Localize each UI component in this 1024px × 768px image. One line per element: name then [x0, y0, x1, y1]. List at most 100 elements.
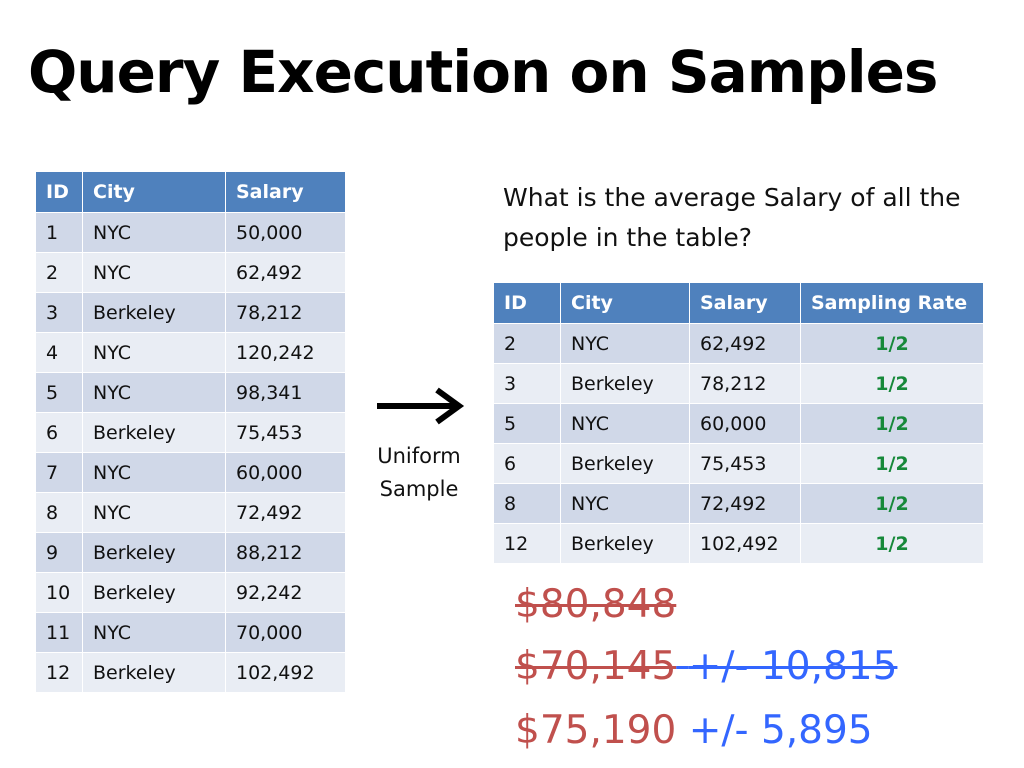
- cell-city: NYC: [560, 483, 690, 524]
- table-row: 6 Berkeley 75,453: [35, 412, 346, 453]
- column-header-id: ID: [35, 171, 83, 213]
- cell-id: 5: [35, 372, 83, 413]
- table-header-row: ID City Salary: [35, 171, 346, 213]
- cell-city: NYC: [82, 492, 226, 533]
- cell-id: 9: [35, 532, 83, 573]
- table-row: 5 NYC 60,000 1/2: [493, 403, 984, 444]
- cell-city: NYC: [82, 252, 226, 293]
- table-row: 8 NYC 72,492 1/2: [493, 483, 984, 524]
- cell-id: 10: [35, 572, 83, 613]
- table-row: 11 NYC 70,000: [35, 612, 346, 653]
- cell-id: 3: [35, 292, 83, 333]
- column-header-salary: Salary: [225, 171, 346, 213]
- table-row: 1 NYC 50,000: [35, 212, 346, 253]
- table-row: 8 NYC 72,492: [35, 492, 346, 533]
- cell-sampling-rate: 1/2: [800, 483, 984, 524]
- table-row: 4 NYC 120,242: [35, 332, 346, 373]
- cell-id: 3: [493, 363, 561, 404]
- cell-sampling-rate: 1/2: [800, 523, 984, 564]
- table-row: 6 Berkeley 75,453 1/2: [493, 443, 984, 484]
- cell-salary: 62,492: [225, 252, 346, 293]
- cell-city: NYC: [82, 372, 226, 413]
- cell-city: NYC: [560, 403, 690, 444]
- table-row: 2 NYC 62,492: [35, 252, 346, 293]
- cell-salary: 75,453: [225, 412, 346, 453]
- table-row: 5 NYC 98,341: [35, 372, 346, 413]
- table-header-row: ID City Salary Sampling Rate: [493, 282, 984, 324]
- estimate-line-2: $70,145 +/- 10,815: [515, 642, 897, 692]
- cell-city: Berkeley: [560, 443, 690, 484]
- cell-city: Berkeley: [560, 363, 690, 404]
- cell-salary: 88,212: [225, 532, 346, 573]
- right-arrow-icon: [377, 387, 465, 425]
- error-bound-2: +/- 10,815: [688, 644, 898, 689]
- cell-id: 1: [35, 212, 83, 253]
- cell-id: 4: [35, 332, 83, 373]
- full-salary-table: ID City Salary 1 NYC 50,000 2 NYC 62,492 3 Berk…: [35, 171, 346, 693]
- sample-table-body: 2 NYC 62,492 1/2 3 Berkeley 78,212 1/2 5 NYC 60,00…: [493, 323, 984, 564]
- cell-id: 8: [493, 483, 561, 524]
- table-row: 10 Berkeley 92,242: [35, 572, 346, 613]
- uniform-sample-label-line2: Sample: [379, 477, 459, 501]
- cell-salary: 72,492: [225, 492, 346, 533]
- cell-salary: 50,000: [225, 212, 346, 253]
- estimate-value-1: $80,848: [515, 582, 677, 627]
- cell-salary: 60,000: [689, 403, 801, 444]
- cell-id: 6: [35, 412, 83, 453]
- error-bound-3: +/- 5,895: [688, 708, 873, 753]
- cell-salary: 102,492: [225, 652, 346, 693]
- table-row: 3 Berkeley 78,212 1/2: [493, 363, 984, 404]
- column-header-city: City: [560, 282, 690, 324]
- cell-sampling-rate: 1/2: [800, 443, 984, 484]
- cell-city: Berkeley: [82, 652, 226, 693]
- cell-id: 12: [35, 652, 83, 693]
- estimate-value-2: $70,145: [515, 644, 677, 689]
- estimate-line-3: $75,190 +/- 5,895: [515, 706, 873, 756]
- cell-id: 2: [493, 323, 561, 364]
- cell-id: 5: [493, 403, 561, 444]
- column-header-city: City: [82, 171, 226, 213]
- question-text: What is the average Salary of all the pe…: [503, 183, 961, 252]
- table-row: 7 NYC 60,000: [35, 452, 346, 493]
- cell-salary: 60,000: [225, 452, 346, 493]
- table-row: 12 Berkeley 102,492 1/2: [493, 523, 984, 564]
- slide-title: Query Execution on Samples: [28, 38, 938, 106]
- cell-salary: 62,492: [689, 323, 801, 364]
- sample-salary-table: ID City Salary Sampling Rate 2 NYC 62,492 1…: [493, 282, 984, 564]
- cell-id: 6: [493, 443, 561, 484]
- cell-city: Berkeley: [82, 532, 226, 573]
- table-row: 12 Berkeley 102,492: [35, 652, 346, 693]
- cell-salary: 72,492: [689, 483, 801, 524]
- cell-city: NYC: [82, 212, 226, 253]
- cell-sampling-rate: 1/2: [800, 323, 984, 364]
- uniform-sample-label-line1: Uniform: [377, 444, 461, 468]
- cell-salary: 120,242: [225, 332, 346, 373]
- cell-salary: 98,341: [225, 372, 346, 413]
- cell-salary: 78,212: [225, 292, 346, 333]
- table-row: 2 NYC 62,492 1/2: [493, 323, 984, 364]
- cell-id: 2: [35, 252, 83, 293]
- cell-city: Berkeley: [560, 523, 690, 564]
- cell-sampling-rate: 1/2: [800, 403, 984, 444]
- cell-id: 11: [35, 612, 83, 653]
- cell-city: NYC: [82, 452, 226, 493]
- estimate-line-1: $80,848: [515, 580, 676, 630]
- cell-id: 12: [493, 523, 561, 564]
- cell-city: Berkeley: [82, 412, 226, 453]
- cell-id: 7: [35, 452, 83, 493]
- cell-id: 8: [35, 492, 83, 533]
- cell-city: NYC: [82, 612, 226, 653]
- column-header-salary: Salary: [689, 282, 801, 324]
- cell-city: NYC: [82, 332, 226, 373]
- cell-salary: 102,492: [689, 523, 801, 564]
- full-table-body: 1 NYC 50,000 2 NYC 62,492 3 Berkeley 78,212 4 NYC 1…: [35, 212, 346, 693]
- table-row: 3 Berkeley 78,212: [35, 292, 346, 333]
- cell-city: NYC: [560, 323, 690, 364]
- estimate-value-3: $75,190: [515, 708, 677, 753]
- uniform-sample-label: Uniform Sample: [352, 440, 486, 506]
- cell-city: Berkeley: [82, 572, 226, 613]
- cell-salary: 75,453: [689, 443, 801, 484]
- column-header-id: ID: [493, 282, 561, 324]
- cell-sampling-rate: 1/2: [800, 363, 984, 404]
- cell-salary: 70,000: [225, 612, 346, 653]
